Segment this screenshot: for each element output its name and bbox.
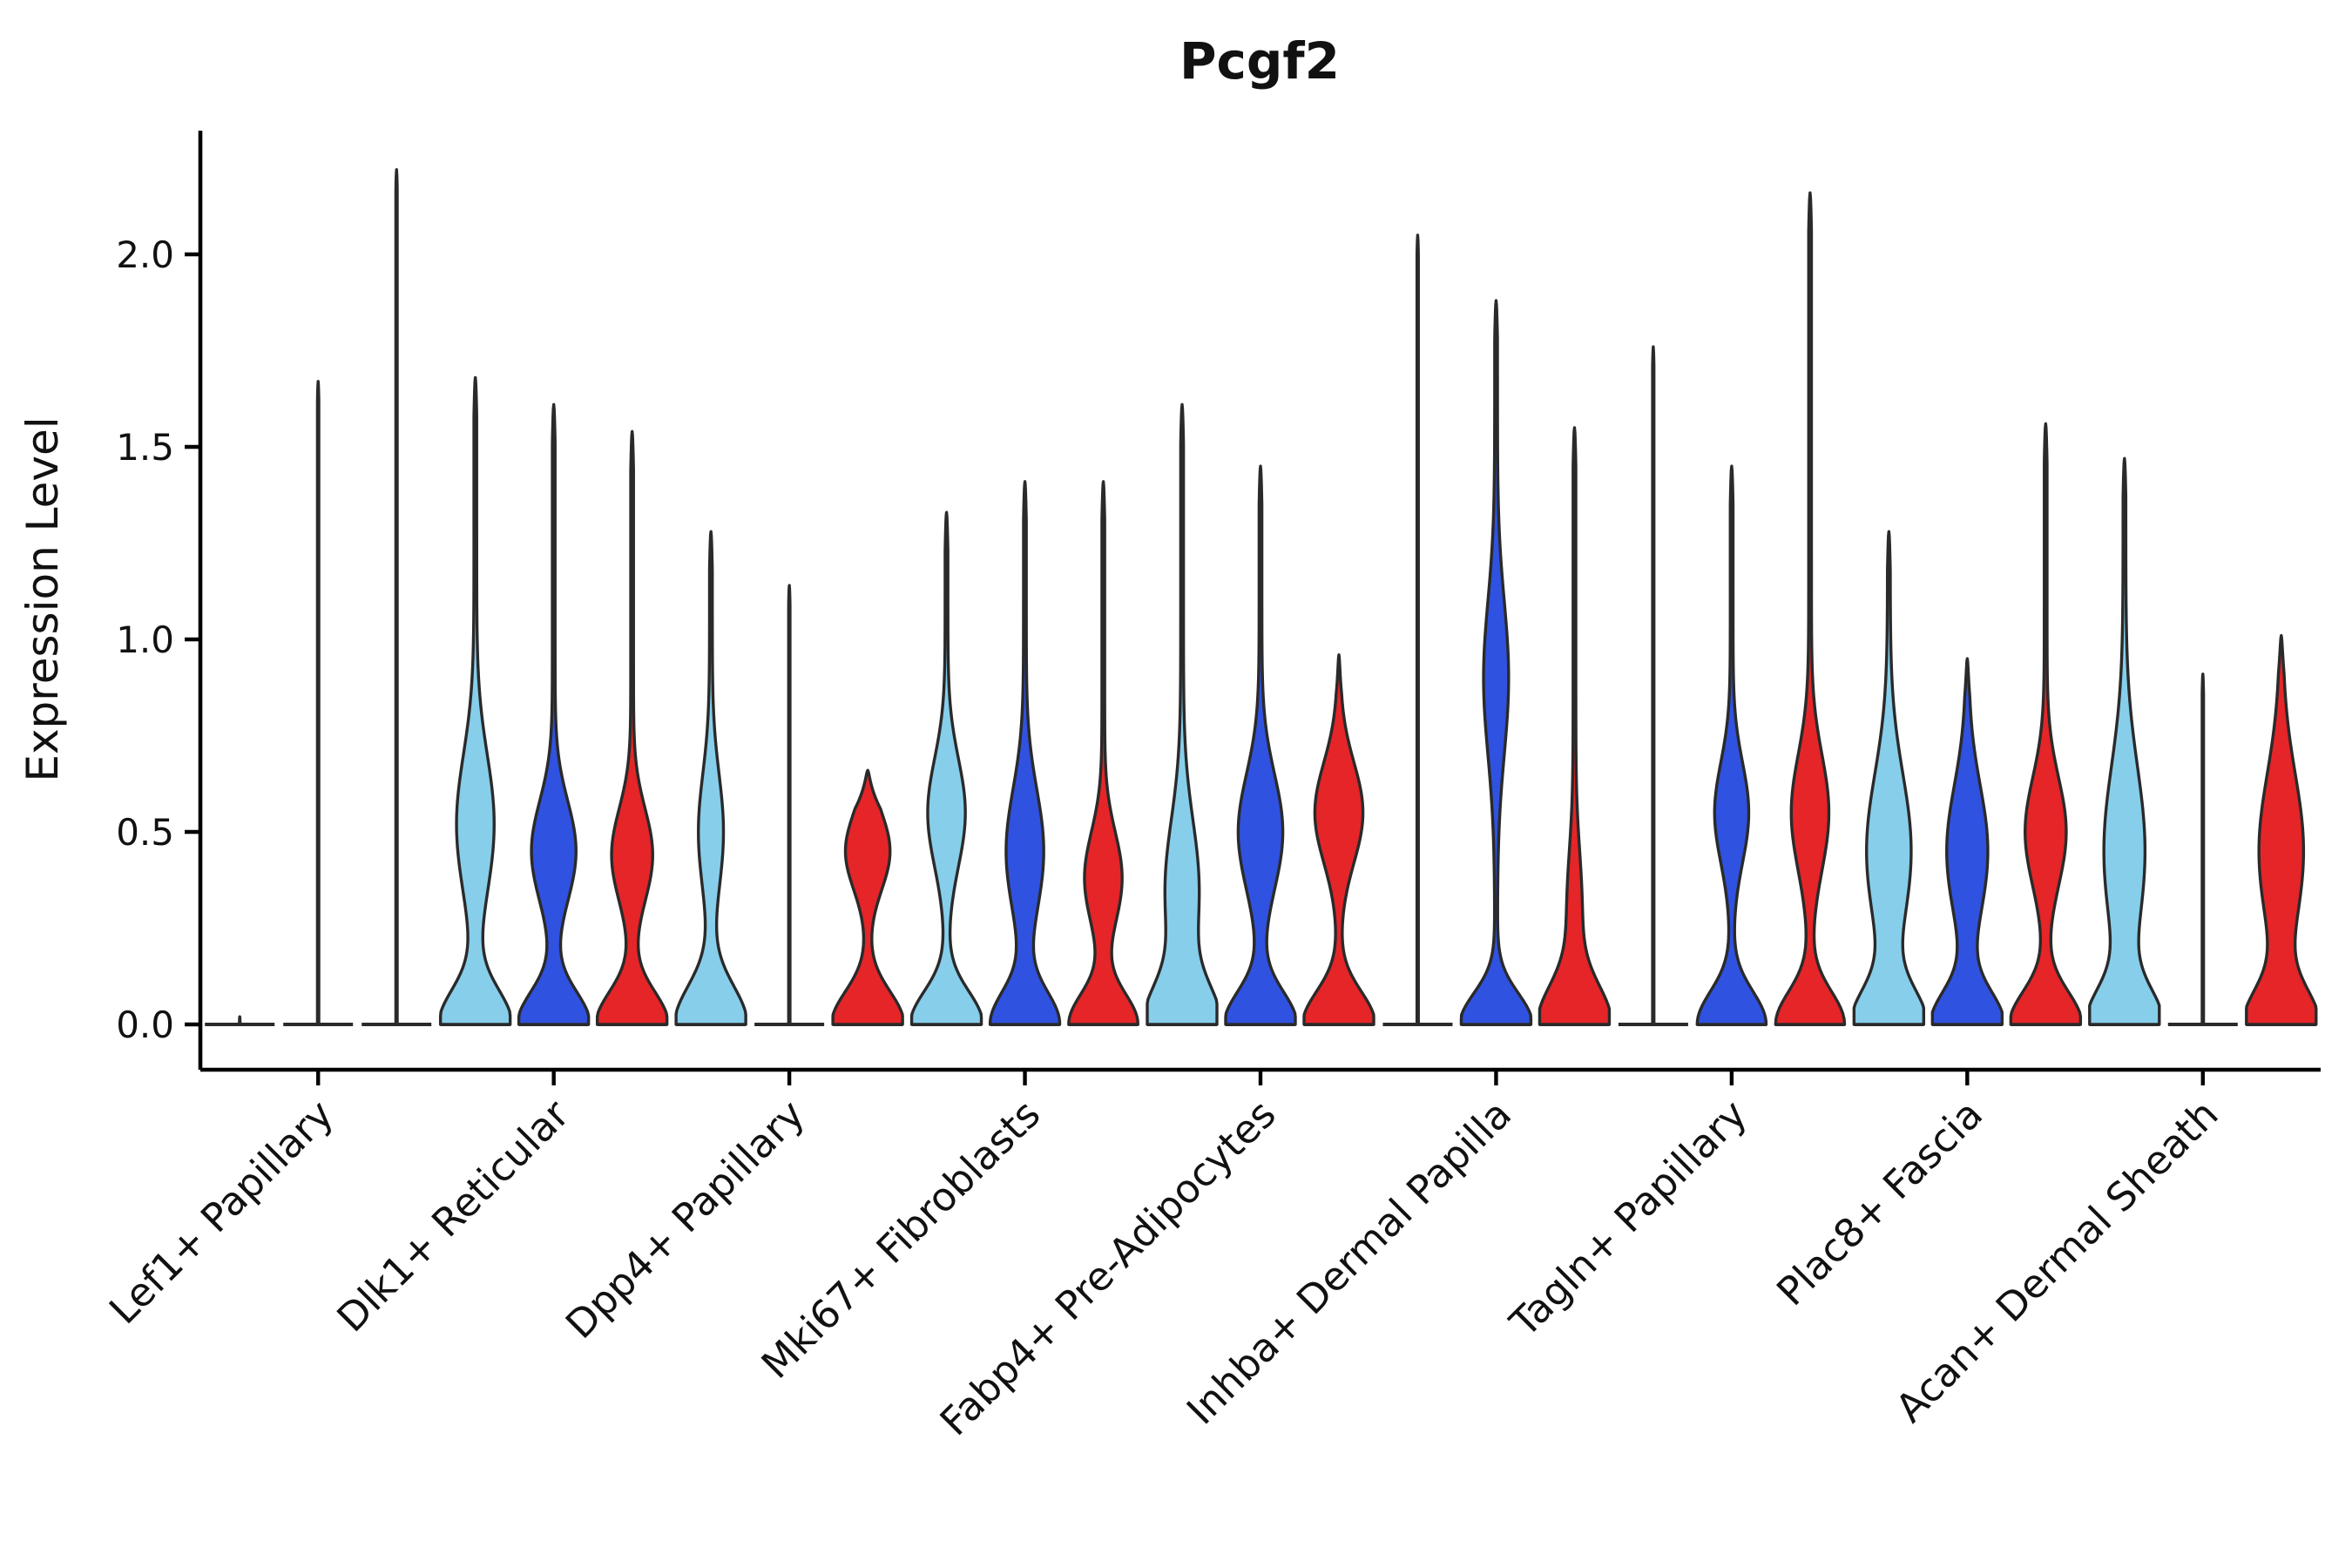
- violin-blue: [315, 380, 321, 1026]
- y-axis-label: Expression Level: [17, 416, 68, 781]
- violin-blue: [2200, 672, 2206, 1026]
- violin-skyblue: [1415, 233, 1420, 1026]
- y-tick-label: 1.5: [116, 426, 174, 469]
- y-tick-label: 1.0: [116, 618, 174, 661]
- violin-red: [1067, 480, 1139, 1026]
- violin-skyblue: [1651, 345, 1656, 1026]
- violin-blue: [988, 480, 1062, 1026]
- violin-red: [394, 168, 399, 1026]
- violin-red: [1774, 191, 1847, 1026]
- violin-red: [2245, 633, 2318, 1026]
- x-category-label: Dlk1+ Reticular: [328, 1091, 578, 1341]
- x-category-label: Tagln+ Papillary: [1500, 1091, 1755, 1346]
- violin-skyblue: [909, 510, 983, 1026]
- x-category-label: Plac8+ Fascia: [1767, 1091, 1991, 1315]
- violin-blue: [517, 402, 591, 1026]
- violin-red: [1538, 426, 1612, 1026]
- violin-skyblue: [438, 375, 512, 1026]
- violin-skyblue: [1146, 402, 1219, 1026]
- x-category-label: Dpp4+ Papillary: [557, 1091, 814, 1348]
- violin-red: [2009, 422, 2083, 1026]
- violin-blue: [1224, 464, 1297, 1026]
- violin-skyblue: [1852, 530, 1926, 1026]
- x-category-label: Lef1+ Papillary: [100, 1091, 342, 1333]
- violin-blue: [787, 584, 792, 1026]
- violin-red: [1302, 652, 1375, 1026]
- y-tick-label: 0.0: [116, 1004, 174, 1046]
- y-tick-label: 0.5: [116, 811, 174, 854]
- violin-red: [595, 429, 669, 1026]
- violin-blue: [1930, 657, 2004, 1026]
- violin-red: [831, 768, 904, 1026]
- violin-skyblue: [2088, 456, 2161, 1026]
- y-tick-label: 2.0: [116, 233, 174, 276]
- chart-title: Pcgf2: [1179, 31, 1340, 91]
- violin-blue: [1459, 299, 1533, 1026]
- violin-blue: [1695, 464, 1768, 1026]
- violin-skyblue: [674, 530, 747, 1026]
